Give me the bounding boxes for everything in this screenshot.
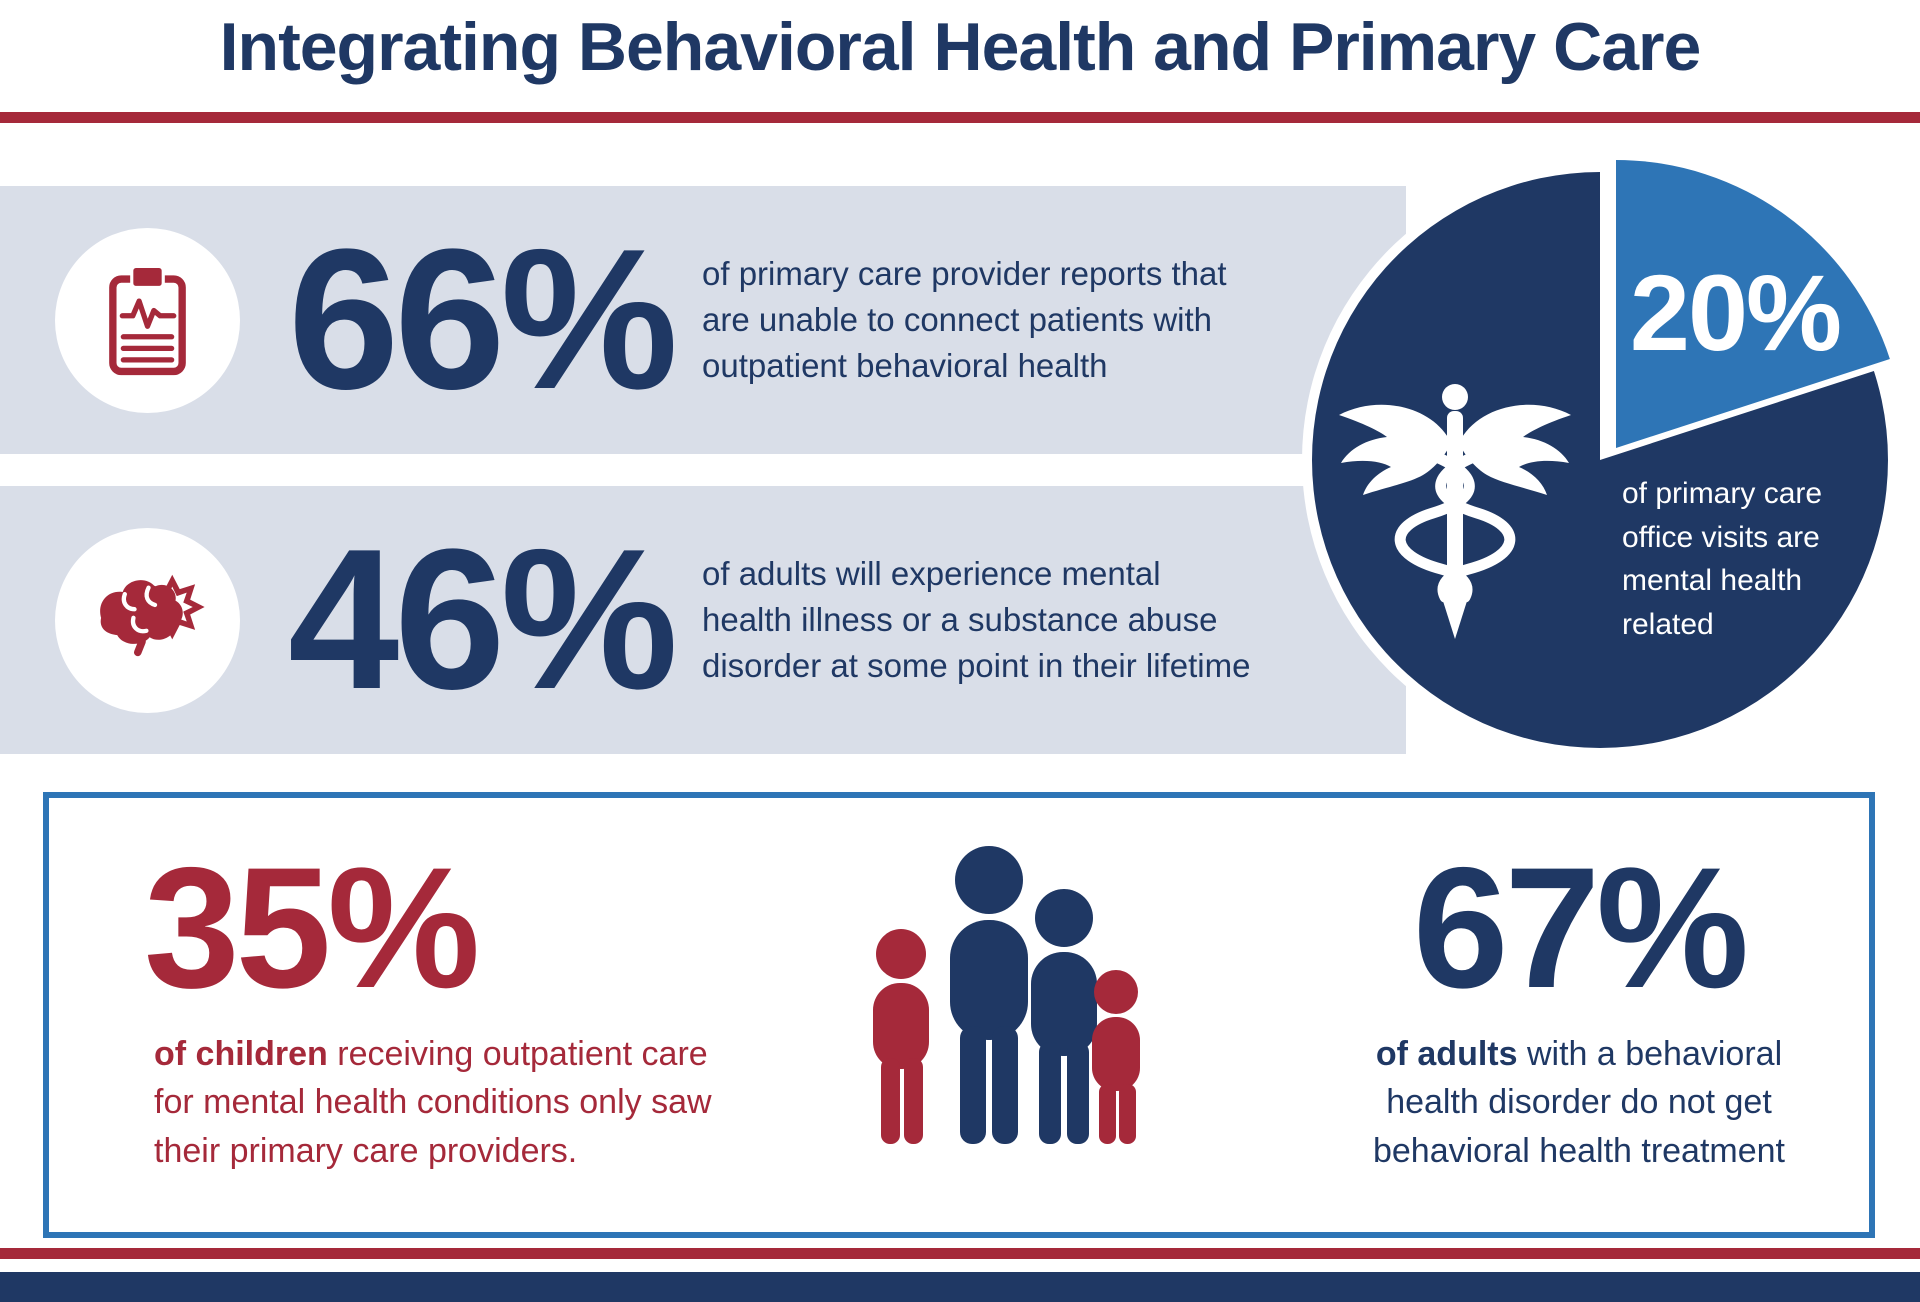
- clipboard-icon-badge: [55, 227, 240, 413]
- page-title: Integrating Behavioral Health and Primar…: [219, 9, 1702, 85]
- family-icon: [873, 846, 1140, 1144]
- stat-desc-35: of children receiving outpatient care fo…: [154, 1030, 814, 1175]
- stat-desc-35-rest: receiving outpatient care for mental hea…: [154, 1035, 712, 1170]
- stat-value-66: 66%: [288, 208, 678, 431]
- stat-desc-67-lead: of adults: [1375, 1035, 1518, 1073]
- stat-desc-67: of adults with a behavioral health disor…: [1344, 1030, 1814, 1175]
- brain-icon: [99, 574, 205, 657]
- stat-desc-66: of primary care provider reports that ar…: [702, 254, 1227, 385]
- stat-value-35: 35%: [144, 832, 480, 1024]
- stat-value-46: 46%: [288, 508, 678, 731]
- clipboard-icon: [109, 264, 186, 376]
- stat-desc-35-lead: of children: [154, 1035, 328, 1073]
- stat-value-67: 67%: [1412, 832, 1749, 1024]
- pie-caption: of primary care office visits are mental…: [1622, 477, 1823, 641]
- bottom-divider-navy: [0, 1272, 1920, 1302]
- brain-icon-badge: [55, 527, 240, 713]
- bottom-panel: 35% of children receiving outpatient car…: [43, 792, 1875, 1238]
- caduceus-icon: [1339, 384, 1571, 639]
- stat-desc-46: of adults will experience mental health …: [702, 554, 1251, 685]
- top-divider: [0, 112, 1920, 123]
- stat-desc-67-rest: with a behavioral health disorder do not…: [1372, 1035, 1786, 1170]
- stat-band-pcp-reports: 66% of primary care provider reports tha…: [0, 186, 1406, 454]
- bottom-divider-red: [0, 1248, 1920, 1259]
- pie-chart: 20% of primary care office visits are me…: [1290, 150, 1920, 780]
- pie-value-20: 20%: [1629, 252, 1842, 373]
- stat-band-adult-lifetime: 46% of adults will experience mental hea…: [0, 486, 1406, 754]
- pie-slice-20-percent: [1616, 160, 1890, 448]
- pie-chart-svg: [1302, 160, 1898, 758]
